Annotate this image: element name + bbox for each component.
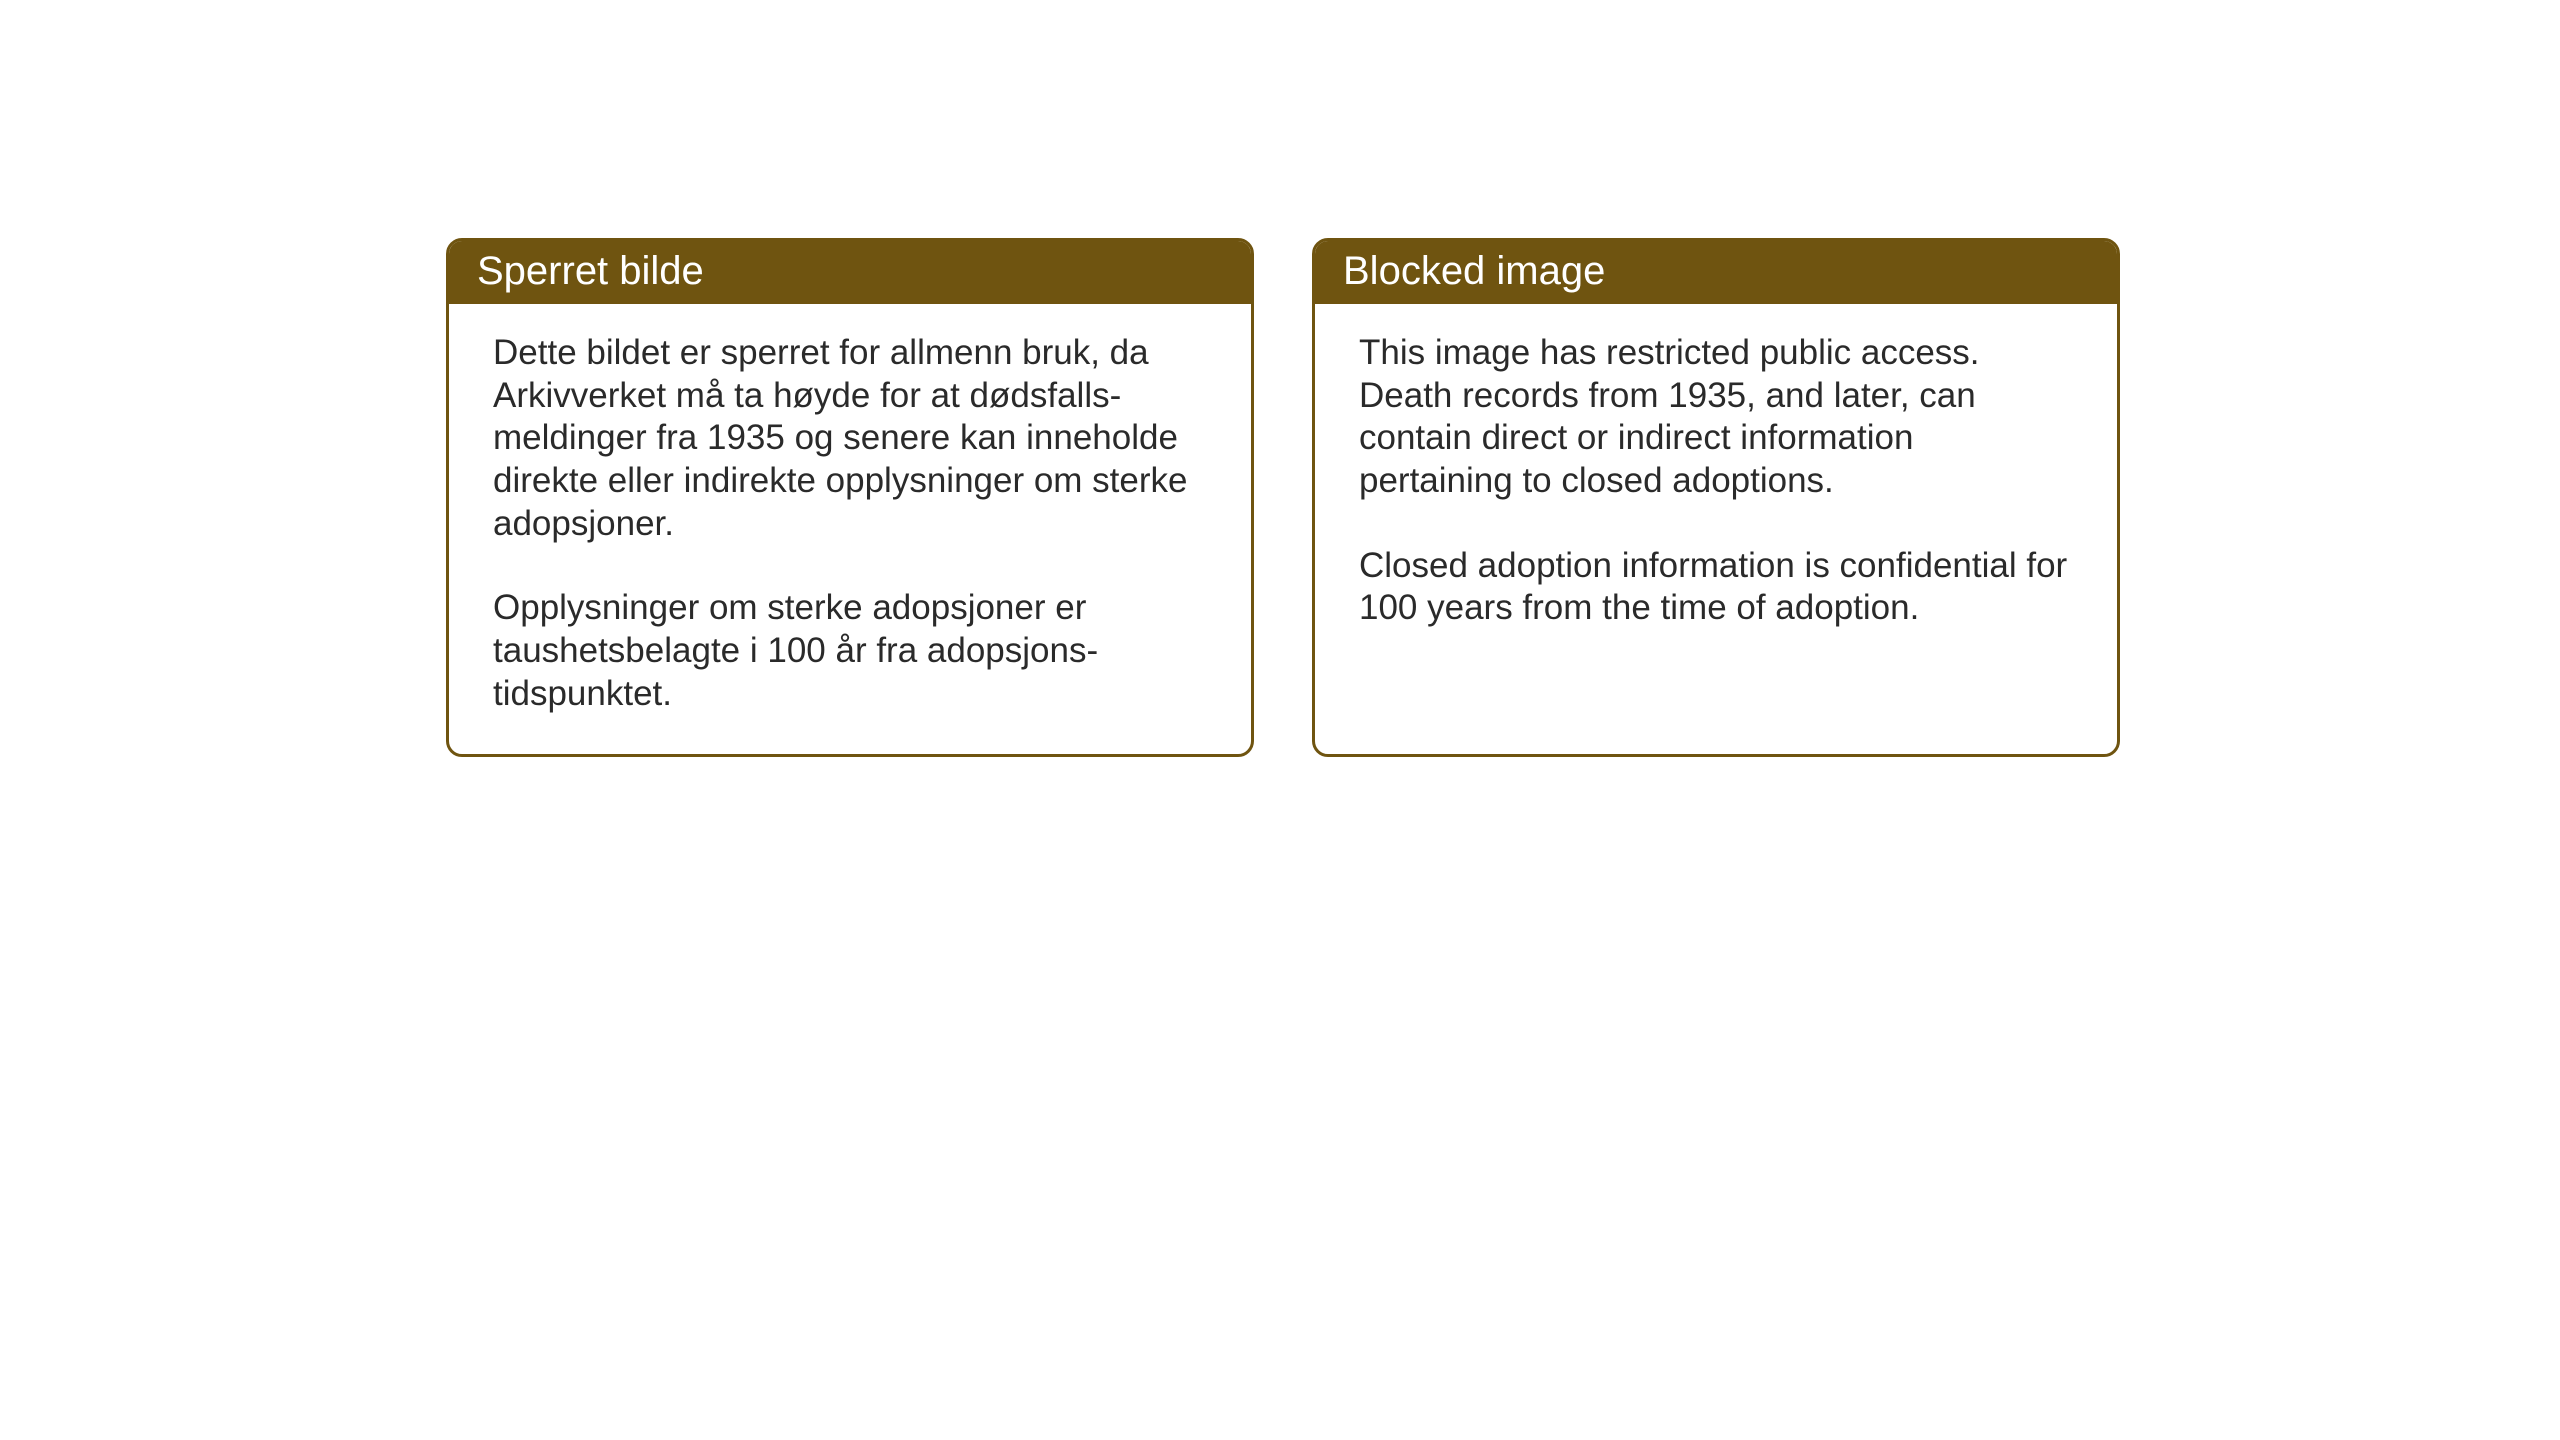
notice-body-english: This image has restricted public access.… [1315,304,2117,710]
notice-paragraph-1-english: This image has restricted public access.… [1359,332,2073,503]
notice-header-english: Blocked image [1315,241,2117,304]
notice-card-english: Blocked image This image has restricted … [1312,238,2120,757]
notice-paragraph-2-english: Closed adoption information is confident… [1359,545,2073,630]
notice-paragraph-1-norwegian: Dette bildet er sperret for allmenn bruk… [493,332,1207,545]
notice-header-norwegian: Sperret bilde [449,241,1251,304]
notice-body-norwegian: Dette bildet er sperret for allmenn bruk… [449,304,1251,754]
notice-title-english: Blocked image [1343,249,1605,293]
notice-container: Sperret bilde Dette bildet er sperret fo… [446,238,2120,757]
notice-paragraph-2-norwegian: Opplysninger om sterke adopsjoner er tau… [493,587,1207,715]
notice-title-norwegian: Sperret bilde [477,249,704,293]
notice-card-norwegian: Sperret bilde Dette bildet er sperret fo… [446,238,1254,757]
